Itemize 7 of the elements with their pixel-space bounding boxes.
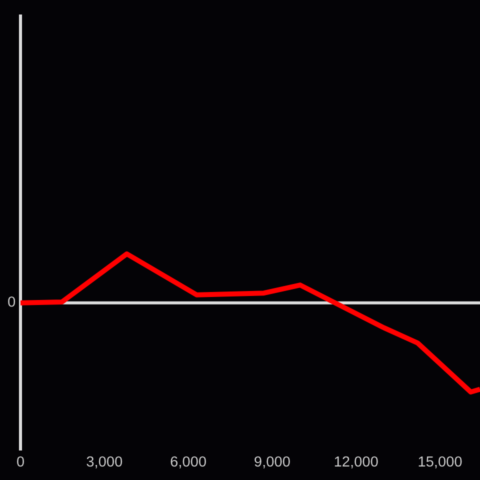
ref-line-label: 0 bbox=[8, 296, 16, 307]
x-tick-label: 15,000 bbox=[418, 456, 462, 468]
x-tick-label: 9,000 bbox=[254, 456, 290, 468]
x-tick-label: 0 bbox=[17, 456, 24, 467]
x-tick-label: 12,000 bbox=[334, 456, 378, 468]
x-tick-label: 3,000 bbox=[86, 456, 122, 468]
x-tick-label: 6,000 bbox=[170, 456, 206, 468]
